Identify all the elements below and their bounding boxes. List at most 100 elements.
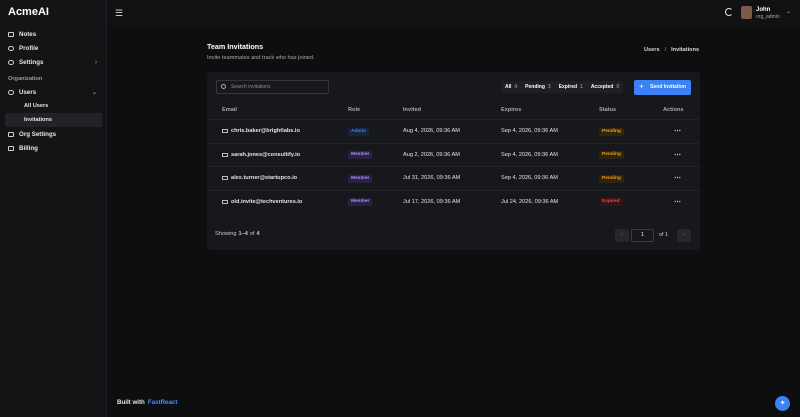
next-page[interactable]: › xyxy=(677,229,691,242)
page-input[interactable]: 1 xyxy=(631,229,654,242)
expires-date: Jul 24, 2026, 09:36 AM xyxy=(501,198,559,205)
table-row: sarah.jones@consultify.io Member Aug 2, 20… xyxy=(207,142,700,166)
avatar[interactable] xyxy=(741,6,752,19)
row-actions[interactable]: ⋯ xyxy=(674,198,681,206)
mail-icon xyxy=(222,152,228,157)
user-name: John xyxy=(756,7,771,13)
column-header[interactable]: Invited xyxy=(403,107,422,113)
showing-total: 4 xyxy=(256,231,260,237)
crumb-separator: / xyxy=(664,47,667,53)
invited-date: Aug 2, 2026, 09:36 AM xyxy=(403,151,460,158)
email: alex.turner@startupco.io xyxy=(231,175,298,181)
column-header[interactable]: Email xyxy=(222,107,237,113)
filter-pill[interactable]: Pending 3 xyxy=(525,84,551,90)
status-badge: Pending xyxy=(599,127,624,136)
footer: Built with FastReact xyxy=(117,399,177,406)
nav-item[interactable]: Billing xyxy=(0,141,107,155)
role-badge: Member xyxy=(348,174,373,183)
expires-date: Sep 4, 2026, 09:36 AM xyxy=(501,175,558,181)
nav-label: Billing xyxy=(19,144,38,152)
footer-link[interactable]: FastReact xyxy=(147,399,178,406)
prev-page[interactable]: ‹ xyxy=(615,229,629,242)
page-count: of 1 xyxy=(659,232,668,238)
status-badge: Pending xyxy=(599,151,624,159)
status-badge: Pending xyxy=(599,174,624,183)
nav-item[interactable]: Settings › xyxy=(0,55,107,69)
nav-item[interactable]: Profile xyxy=(0,41,107,55)
nav-label: Profile xyxy=(19,44,39,52)
user-menu-caret[interactable]: ⌄ xyxy=(786,9,792,15)
menu-toggle[interactable]: ☰ xyxy=(115,8,124,18)
table-row: old.invite@techventures.io Member Jul 17, … xyxy=(207,189,700,213)
button-label: Send Invitation xyxy=(650,84,686,90)
nav-item[interactable]: Notes xyxy=(0,27,107,41)
status-badge: Expired xyxy=(599,198,623,206)
send-invitation-button[interactable]: ＋ Send Invitation xyxy=(634,80,691,95)
breadcrumb: Users / Invitations xyxy=(644,47,699,53)
nav-label: Notes xyxy=(19,30,37,38)
column-header: Actions xyxy=(663,107,684,113)
footer-text: Built with xyxy=(117,399,145,406)
filter-label: Expired xyxy=(558,84,578,90)
page-title: Team Invitations xyxy=(207,42,264,51)
column-header[interactable]: Role xyxy=(348,107,361,113)
email: sarah.jones@consultify.io xyxy=(231,151,301,158)
filter-pill[interactable]: All 4 xyxy=(505,84,517,90)
nav-label: Users xyxy=(19,88,37,96)
search-input[interactable]: Search invitations xyxy=(216,80,329,94)
email: old.invite@techventures.io xyxy=(231,198,303,205)
row-actions[interactable]: ⋯ xyxy=(674,175,681,182)
filter-label: All xyxy=(505,84,512,90)
brand[interactable]: AcmeAI xyxy=(8,6,49,18)
filter-label: Pending xyxy=(525,84,545,90)
nav-subitem-active[interactable]: Invitations xyxy=(5,113,102,127)
invitations-card: Search invitations All 4 Pending 3 Expired 1 A… xyxy=(207,72,700,250)
email: chris.baker@brightlabs.io xyxy=(231,128,300,134)
crumb[interactable]: Users xyxy=(644,47,660,53)
nav-section: Organization xyxy=(8,76,43,82)
row-actions[interactable]: ⋯ xyxy=(674,151,681,159)
filter-pill[interactable]: Expired 1 xyxy=(559,84,583,90)
invited-date: Aug 4, 2026, 09:36 AM xyxy=(403,128,460,134)
sidebar: AcmeAI Notes Profile Settings › Organizat… xyxy=(0,0,107,417)
role-badge: Member xyxy=(348,198,373,206)
theme-toggle[interactable] xyxy=(725,8,733,16)
filter-pill[interactable]: Accepted 0 xyxy=(591,84,619,90)
fab[interactable]: ✦ xyxy=(775,396,790,411)
role-badge: Member xyxy=(348,151,373,159)
showing-text: Showing xyxy=(215,231,237,237)
nav-label: Org Settings xyxy=(19,130,57,138)
topbar: ☰ John org_admin ⌄ xyxy=(107,0,800,27)
table-row: alex.turner@startupco.io Member Jul 31, 20… xyxy=(207,166,700,189)
column-header[interactable]: Expires xyxy=(501,107,522,113)
nav-label: Settings xyxy=(19,58,44,66)
filter-label: Accepted xyxy=(590,84,614,90)
nav: Notes Profile Settings › Organization Use… xyxy=(0,27,107,155)
nav-item[interactable]: Org Settings xyxy=(0,127,107,141)
mail-icon xyxy=(222,199,228,204)
showing-summary: Showing 1–4 of 4 xyxy=(215,231,260,237)
status-filters: All 4 Pending 3 Expired 1 Accepted 0 xyxy=(501,81,624,93)
filter-count: 0 xyxy=(616,84,620,90)
table-row: chris.baker@brightlabs.io Admin Aug 4, 202… xyxy=(207,119,700,142)
column-header[interactable]: Status xyxy=(599,107,617,113)
nav-subitem[interactable]: All Users xyxy=(24,103,49,109)
filter-count: 4 xyxy=(514,84,518,90)
mail-icon xyxy=(222,129,228,133)
filter-count: 3 xyxy=(547,84,551,90)
user-role: org_admin xyxy=(756,14,780,20)
crumb-current: Invitations xyxy=(671,47,700,53)
mail-icon xyxy=(222,176,228,180)
search-placeholder: Search invitations xyxy=(231,84,271,90)
row-actions[interactable]: ⋯ xyxy=(674,128,681,135)
showing-of: of xyxy=(249,231,255,237)
expires-date: Sep 4, 2026, 09:36 AM xyxy=(501,128,558,134)
showing-range: 1–4 xyxy=(238,231,248,237)
nav-item[interactable]: Users ⌄ xyxy=(0,85,107,99)
filter-count: 1 xyxy=(580,84,583,90)
role-badge: Admin xyxy=(348,127,369,136)
invited-date: Jul 17, 2026, 09:36 AM xyxy=(403,198,461,205)
page-subtitle: Invite teammates and track who has joine… xyxy=(207,55,315,61)
